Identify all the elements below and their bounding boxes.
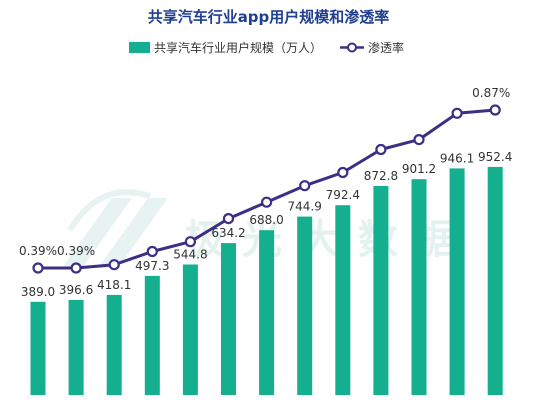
line-point — [337, 166, 349, 179]
line-data-label: 0.87% — [472, 86, 510, 100]
bar — [335, 205, 351, 395]
bar-data-label: 389.0 — [21, 285, 55, 299]
line-point — [32, 262, 44, 274]
line-data-label: 0.39% — [19, 244, 57, 258]
legend-bar-label: 共享汽车行业用户规模（万人） — [154, 40, 322, 55]
line-label-group: 0.39% 0.39% 0.87% — [19, 86, 510, 258]
legend-line-marker — [347, 42, 357, 53]
bar — [68, 300, 84, 395]
line-point — [70, 262, 82, 274]
legend-bar-swatch — [129, 42, 150, 53]
bar-label-group: 389.0 396.6 418.1 497.3 544.8 634.2 688.0 744.9… — [21, 150, 513, 299]
bar — [221, 243, 236, 395]
line-point — [222, 213, 235, 225]
bar — [411, 179, 427, 395]
bar — [297, 216, 313, 395]
bar-data-label: 744.9 — [288, 200, 322, 214]
line-point — [413, 134, 425, 146]
bar-data-label: 901.2 — [402, 162, 436, 176]
watermark-logo-icon — [62, 189, 168, 268]
bar-data-label: 497.3 — [135, 259, 169, 273]
bar-data-label: 396.6 — [59, 283, 93, 297]
bar — [106, 294, 122, 395]
bar-data-label: 872.8 — [364, 169, 398, 183]
line-point — [261, 196, 273, 208]
bar — [144, 275, 160, 395]
line-point — [108, 259, 120, 271]
line-point — [299, 180, 311, 192]
bar — [259, 230, 275, 395]
bar — [373, 186, 389, 395]
bar-data-label: 688.0 — [249, 213, 283, 227]
bar-series — [30, 166, 503, 395]
chart-title: 共享汽车行业app用户规模和渗透率 — [148, 8, 390, 26]
legend: 共享汽车行业用户规模（万人） 渗透率 — [129, 40, 404, 55]
bar-data-label: 792.4 — [326, 188, 360, 202]
line-series — [32, 104, 501, 274]
bar — [449, 168, 465, 395]
line-point — [451, 107, 463, 119]
bar-data-label: 544.8 — [173, 248, 207, 262]
bar — [182, 264, 198, 395]
bar — [487, 166, 503, 395]
line-data-label: 0.39% — [57, 244, 95, 258]
bar-data-label: 418.1 — [97, 278, 131, 292]
bar-data-label: 952.4 — [478, 150, 512, 164]
line-point — [489, 104, 501, 116]
bar — [30, 301, 46, 395]
line-point — [184, 236, 196, 248]
watermark: 极光大数据 — [62, 189, 456, 268]
bar-data-label: 946.1 — [440, 151, 474, 165]
bar-data-label: 634.2 — [211, 226, 245, 240]
line-point — [375, 143, 387, 156]
line-point — [146, 245, 158, 258]
legend-line-label: 渗透率 — [368, 40, 404, 55]
